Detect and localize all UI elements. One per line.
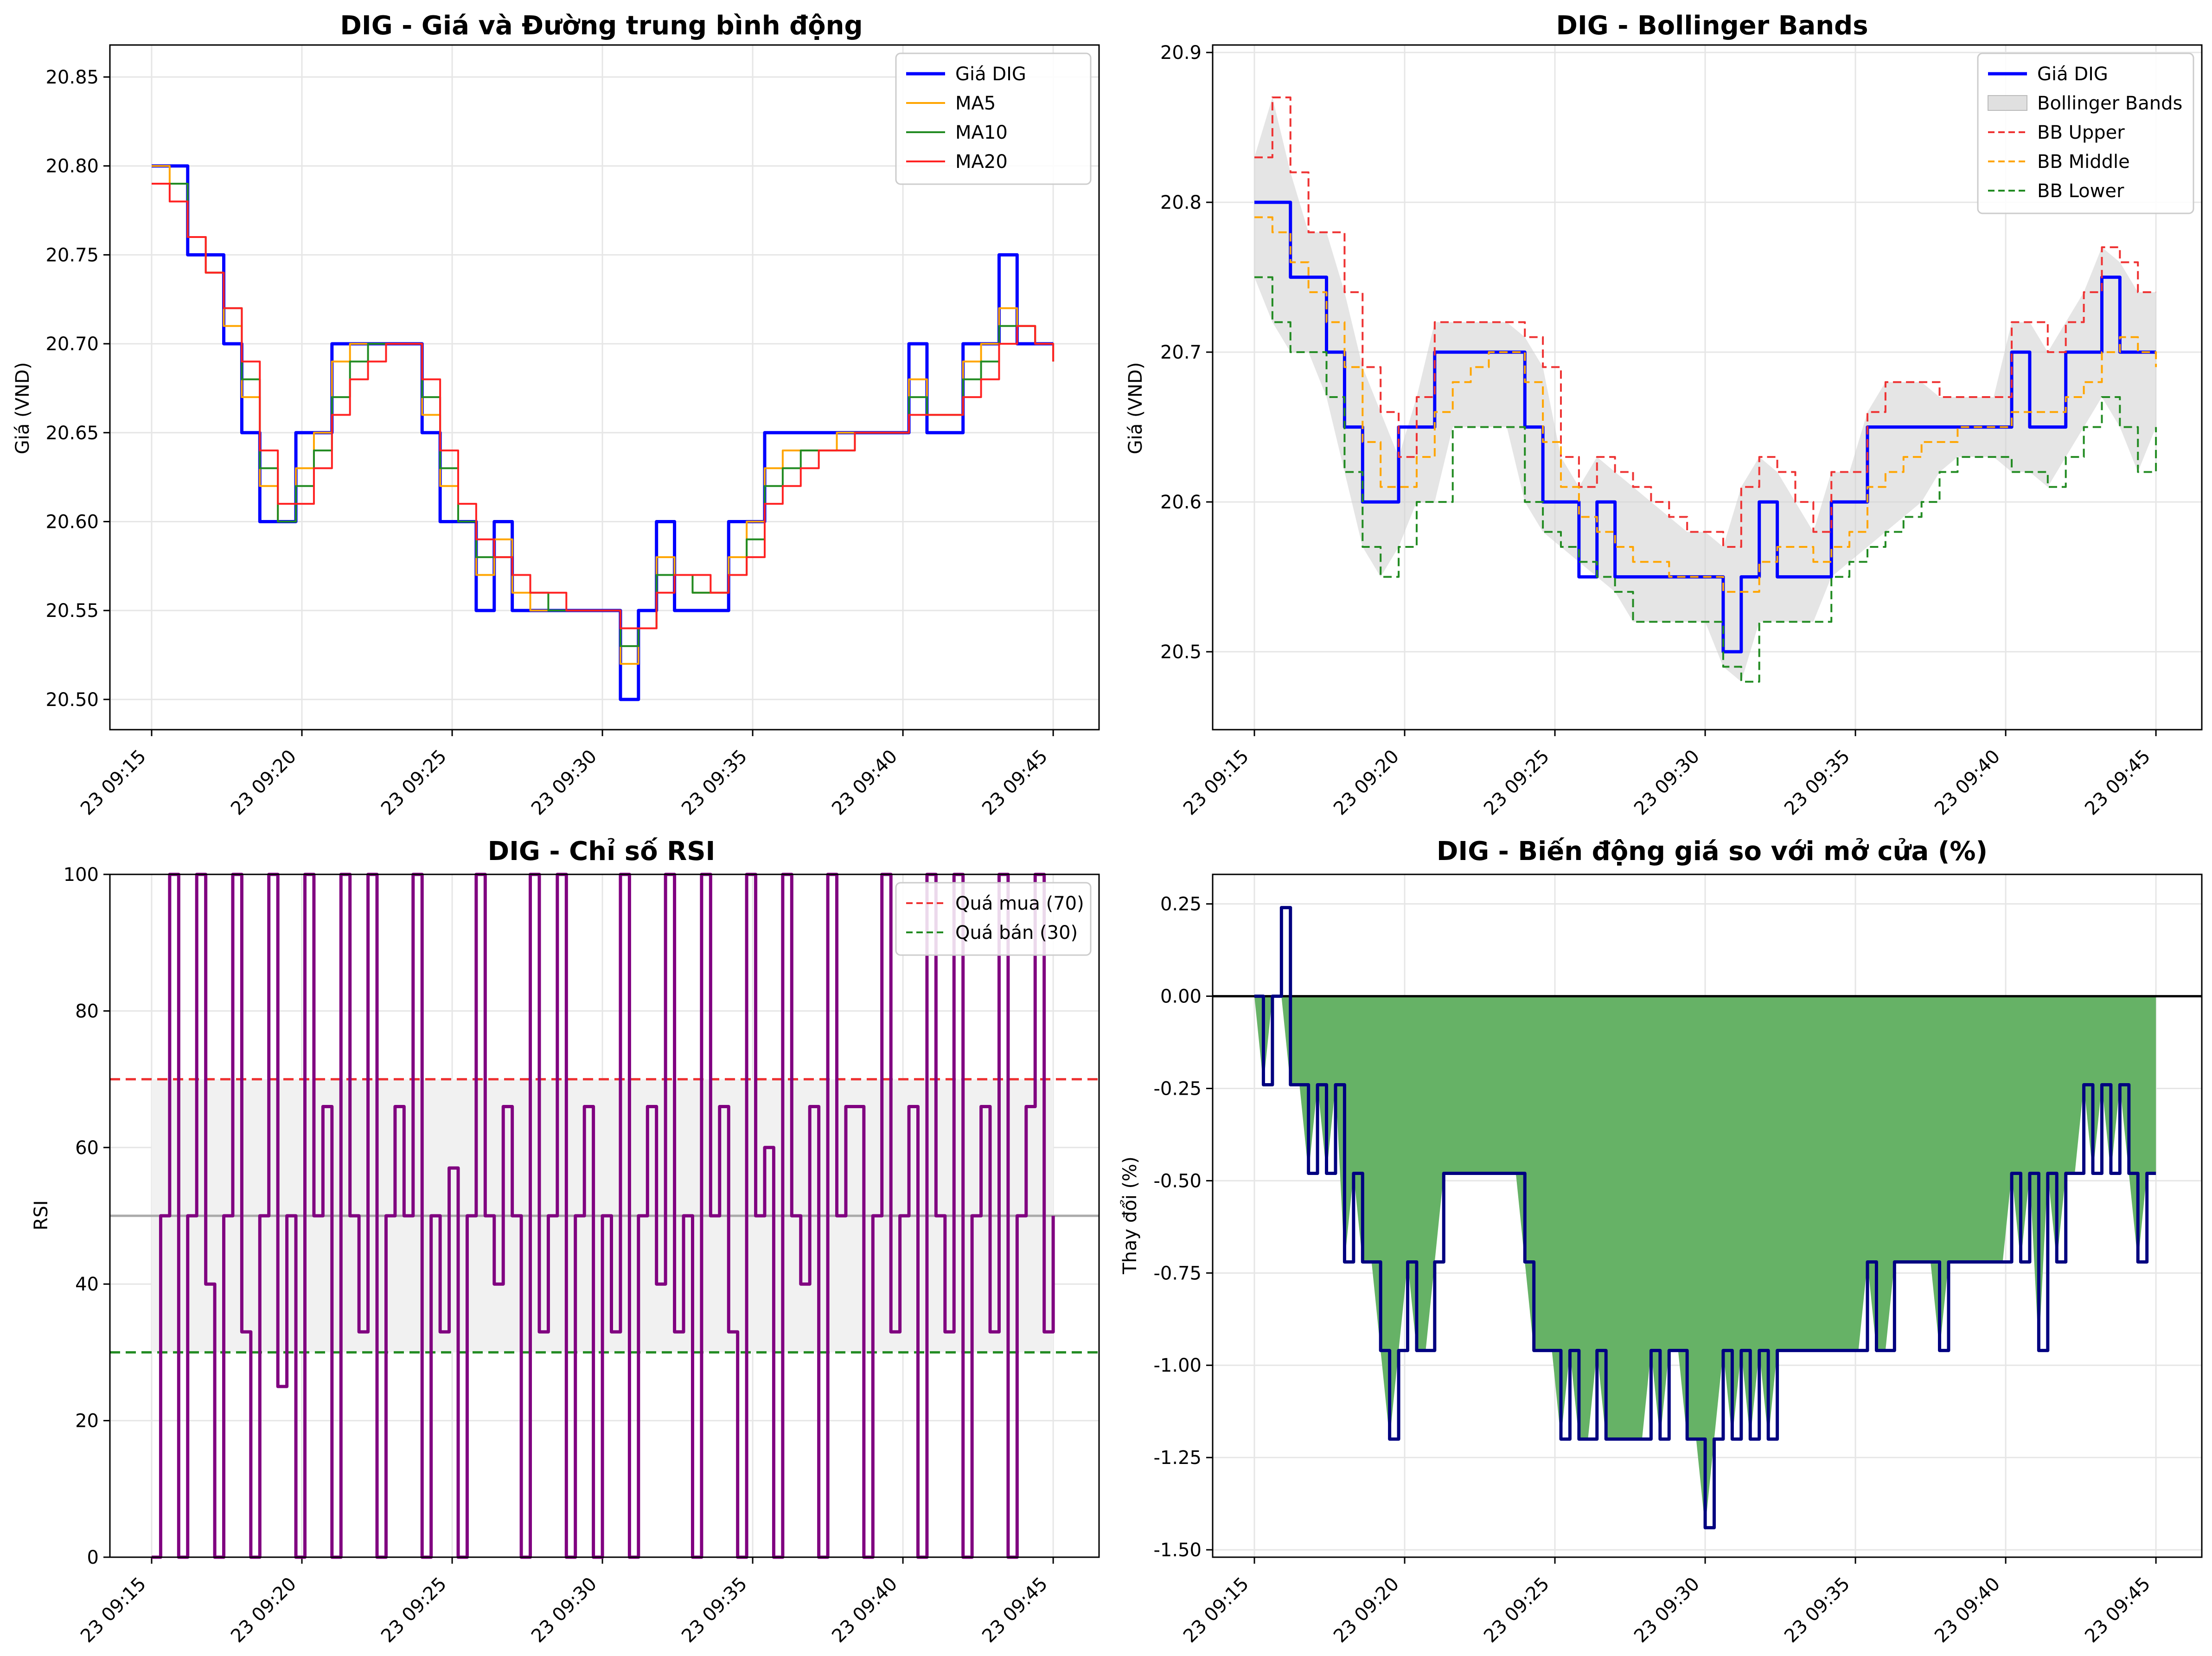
x-tick-label: 23 09:35 bbox=[678, 1573, 751, 1647]
x-tick-label: 23 09:45 bbox=[2081, 1573, 2154, 1647]
legend-label: Bollinger Bands bbox=[2037, 93, 2182, 114]
x-tick-label: 23 09:25 bbox=[377, 1573, 451, 1647]
x-tick-label: 23 09:25 bbox=[1480, 1573, 1554, 1647]
x-tick-label: 23 09:40 bbox=[1931, 1573, 2004, 1647]
y-tick-label: 20.8 bbox=[1160, 192, 1202, 213]
y-tick-label: -0.25 bbox=[1154, 1078, 1202, 1099]
y-tick-label: 20.55 bbox=[45, 600, 99, 622]
x-tick-label: 23 09:15 bbox=[1179, 1573, 1253, 1647]
y-tick-label: 20.7 bbox=[1160, 342, 1202, 363]
rsi-panel: DIG - Chỉ số RSI RSI 23 09:15 23 09:20 23 … bbox=[31, 836, 1100, 1647]
x-tick-label: 23 09:35 bbox=[1780, 746, 1854, 820]
series-line bbox=[1254, 216, 2157, 593]
x-tick-label: 23 09:45 bbox=[978, 1573, 1052, 1647]
x-tick-label: 23 09:30 bbox=[527, 746, 601, 820]
x-tick-label: 23 09:40 bbox=[828, 746, 901, 820]
y-tick-label: 20.85 bbox=[45, 67, 99, 88]
legend-label: Quá bán (30) bbox=[955, 922, 1078, 944]
x-tick-label: 23 09:20 bbox=[227, 746, 300, 820]
panel-title: DIG - Bollinger Bands bbox=[1556, 11, 1868, 41]
x-tick-label: 23 09:40 bbox=[1931, 746, 2004, 820]
y-tick-label: 20.60 bbox=[45, 511, 99, 533]
x-tick-label: 23 09:45 bbox=[978, 746, 1052, 820]
legend-frame bbox=[895, 882, 1092, 956]
series-line bbox=[152, 873, 1055, 1559]
legend-swatch bbox=[1988, 95, 2027, 111]
legend-label: Giá DIG bbox=[2037, 64, 2108, 85]
y-tick-label: 20.5 bbox=[1160, 642, 1202, 663]
x-tick-label: 23 09:25 bbox=[377, 746, 451, 820]
x-tick-label: 23 09:20 bbox=[1330, 746, 1403, 820]
y-tick-label: 0.00 bbox=[1160, 986, 1202, 1008]
x-tick-label: 23 09:35 bbox=[678, 746, 751, 820]
y-tick-label: 80 bbox=[75, 1001, 99, 1022]
series-line bbox=[1254, 906, 2156, 1529]
price-ma-panel: DIG - Giá và Đường trung bình động Giá (… bbox=[12, 11, 1100, 820]
y-tick-label: 20.70 bbox=[45, 334, 99, 355]
axes-frame bbox=[1212, 44, 2203, 731]
x-tick-label: 23 09:30 bbox=[527, 1573, 601, 1647]
y-axis-label: RSI bbox=[31, 1200, 52, 1231]
legend-label: BB Upper bbox=[2037, 122, 2125, 143]
y-tick-label: -0.75 bbox=[1154, 1263, 1202, 1284]
y-tick-label: 40 bbox=[75, 1274, 99, 1295]
y-tick-label: 20 bbox=[75, 1411, 99, 1432]
legend-frame bbox=[895, 52, 1092, 185]
y-tick-label: 20.75 bbox=[45, 244, 99, 266]
x-tick-label: 23 09:30 bbox=[1630, 1573, 1704, 1647]
axes-frame bbox=[1212, 873, 2203, 1558]
axes-frame bbox=[109, 873, 1100, 1558]
x-tick-label: 23 09:15 bbox=[1179, 746, 1253, 820]
y-axis-label: Giá (VND) bbox=[1125, 362, 1146, 455]
legend-label: BB Lower bbox=[2037, 180, 2124, 202]
legend: Giá DIG Bollinger Bands BB Upper BB Middle B… bbox=[1977, 52, 2194, 214]
x-tick-label: 23 09:20 bbox=[1330, 1573, 1403, 1647]
legend-label: MA10 bbox=[955, 122, 1008, 143]
y-tick-label: 20.80 bbox=[45, 156, 99, 177]
legend-label: Quá mua (70) bbox=[955, 893, 1084, 914]
y-tick-label: -0.50 bbox=[1154, 1170, 1202, 1192]
y-tick-label: -1.00 bbox=[1154, 1355, 1202, 1376]
x-tick-label: 23 09:15 bbox=[77, 1573, 150, 1647]
legend: Giá DIG MA5 MA10 MA20 bbox=[895, 52, 1092, 185]
x-tick-label: 23 09:20 bbox=[227, 1573, 300, 1647]
axes-frame bbox=[109, 44, 1100, 731]
y-tick-label: 20.6 bbox=[1160, 492, 1202, 513]
series-line bbox=[152, 183, 1055, 629]
y-tick-label: 20.50 bbox=[45, 689, 99, 711]
y-tick-label: 20.65 bbox=[45, 423, 99, 444]
panel-title: DIG - Chỉ số RSI bbox=[488, 836, 716, 867]
legend-label: MA20 bbox=[955, 151, 1008, 173]
bollinger-panel: DIG - Bollinger Bands Giá (VND) 23 09:15… bbox=[1125, 11, 2203, 820]
y-tick-label: 100 bbox=[64, 864, 99, 886]
y-tick-label: -1.50 bbox=[1154, 1540, 1202, 1561]
plot-area: 23 09:15 23 09:20 23 09:25 23 09:30 23 09:35… bbox=[1154, 873, 2203, 1647]
legend-frame bbox=[1977, 52, 2194, 214]
y-tick-label: 0.25 bbox=[1160, 894, 1202, 915]
legend-label: Giá DIG bbox=[955, 64, 1026, 85]
plot-area: 23 09:15 23 09:20 23 09:25 23 09:30 23 09:35… bbox=[64, 864, 1100, 1647]
x-tick-label: 23 09:25 bbox=[1480, 746, 1554, 820]
y-axis-label: Thay đổi (%) bbox=[1119, 1156, 1141, 1275]
panel-title: DIG - Biến động giá so với mở cửa (%) bbox=[1437, 836, 1988, 867]
y-tick-label: 20.9 bbox=[1160, 42, 1202, 64]
y-tick-label: 60 bbox=[75, 1137, 99, 1159]
legend: Quá mua (70) Quá bán (30) bbox=[895, 882, 1092, 956]
legend-label: MA5 bbox=[955, 93, 996, 114]
y-tick-label: -1.25 bbox=[1154, 1447, 1202, 1469]
series-line bbox=[1254, 276, 2157, 683]
panel-title: DIG - Giá và Đường trung bình động bbox=[340, 11, 863, 41]
x-tick-label: 23 09:15 bbox=[77, 746, 150, 820]
series-line bbox=[1254, 96, 2156, 548]
change-area bbox=[1254, 996, 2156, 1528]
change-panel: DIG - Biến động giá so với mở cửa (%) Th… bbox=[1119, 836, 2203, 1647]
y-axis-label: Giá (VND) bbox=[12, 362, 33, 455]
x-tick-label: 23 09:35 bbox=[1780, 1573, 1854, 1647]
y-tick-label: 0 bbox=[87, 1547, 99, 1568]
x-tick-label: 23 09:30 bbox=[1630, 746, 1704, 820]
x-tick-label: 23 09:40 bbox=[828, 1573, 901, 1647]
x-tick-label: 23 09:45 bbox=[2081, 746, 2154, 820]
legend-label: BB Middle bbox=[2037, 151, 2130, 173]
